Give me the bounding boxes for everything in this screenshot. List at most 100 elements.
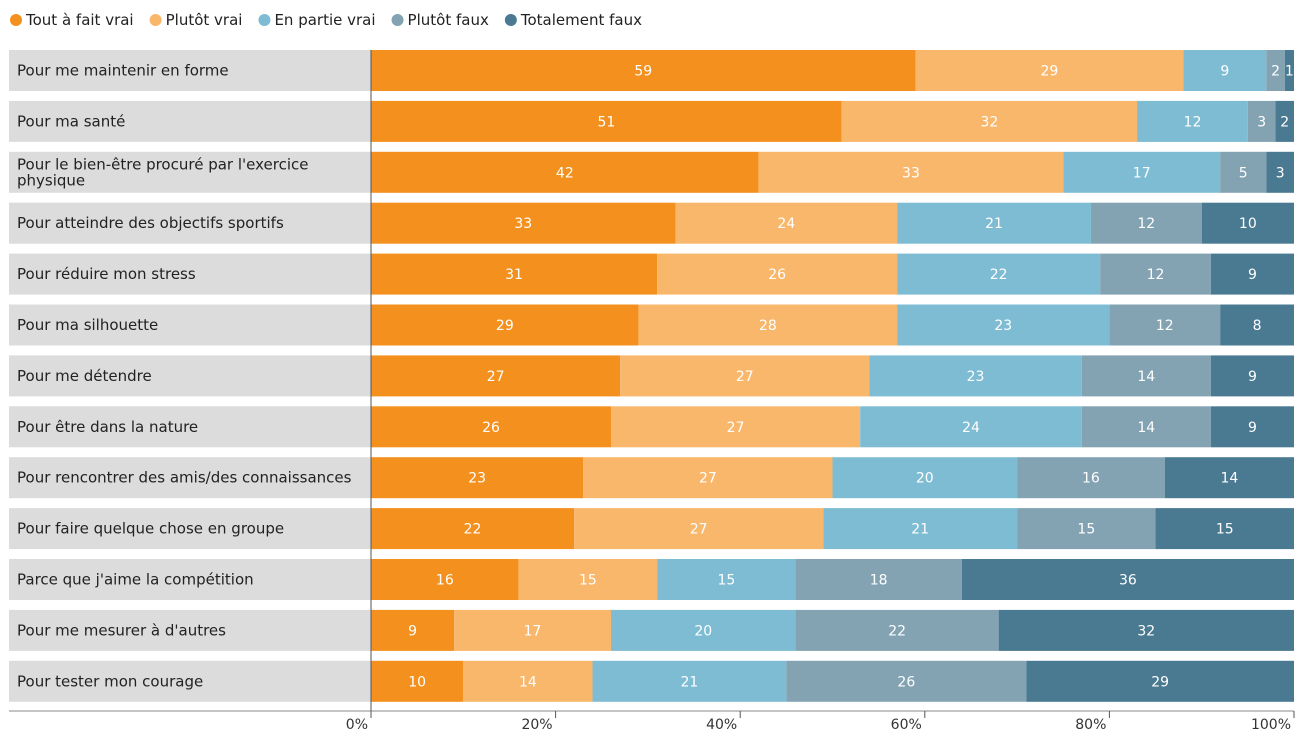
value-label: 3: [1257, 114, 1266, 130]
bar-segment: [371, 457, 584, 499]
bar-segment: [1090, 202, 1202, 244]
value-label: 24: [962, 420, 980, 436]
bar-segment: [1081, 355, 1211, 397]
value-label: 3: [1276, 165, 1285, 181]
x-tick-label: 60%: [891, 717, 922, 733]
value-label: 9: [1248, 420, 1257, 436]
value-label: 2: [1271, 64, 1280, 80]
category-background: [9, 202, 371, 244]
bar-segment: [371, 609, 455, 651]
x-tick-label: 0%: [346, 717, 368, 733]
category-label: Pour ma santé: [17, 112, 125, 130]
bar-segment: [1210, 355, 1294, 397]
value-label: 27: [736, 369, 754, 385]
value-label: 14: [1137, 369, 1155, 385]
bar-segment: [371, 508, 575, 550]
category-label: Pour atteindre des objectifs sportifs: [17, 214, 284, 232]
bar-segment: [1137, 100, 1248, 142]
value-label: 15: [1077, 522, 1095, 538]
bar-segment: [869, 355, 1082, 397]
category-label: Pour le bien-être procuré par l'exercice…: [17, 155, 308, 189]
bar-segment: [1164, 457, 1294, 499]
category-label: Pour me mesurer à d'autres: [17, 621, 226, 639]
bar-segment: [897, 253, 1101, 295]
bar-segment: [574, 508, 824, 550]
bar-segment: [657, 253, 898, 295]
legend-label-0: Tout à fait vrai: [25, 11, 134, 29]
bar-segment: [1266, 50, 1285, 91]
value-label: 10: [408, 674, 426, 690]
category-label: Pour être dans la nature: [17, 418, 198, 436]
bar-segment: [675, 202, 898, 244]
value-label: 27: [690, 522, 708, 538]
value-label: 22: [888, 623, 906, 639]
value-label: 28: [759, 318, 777, 334]
value-label: 9: [408, 623, 417, 639]
bar-segment: [592, 660, 787, 702]
value-label: 27: [727, 420, 745, 436]
x-tick-label: 80%: [1075, 717, 1106, 733]
legend-label-3: Plutôt faux: [408, 11, 489, 29]
bar-segment: [1100, 253, 1211, 295]
value-label: 27: [699, 471, 717, 487]
value-label: 2: [1280, 114, 1289, 130]
category-label: Parce que j'aime la compétition: [17, 571, 254, 589]
bar-segment: [1247, 100, 1276, 142]
value-label: 21: [911, 522, 929, 538]
value-label: 9: [1248, 267, 1257, 283]
bar-segment: [1109, 304, 1221, 346]
bar-segment: [371, 100, 842, 142]
legend-marker-1: [149, 14, 162, 26]
category-label: Pour me détendre: [17, 367, 152, 385]
value-label: 24: [777, 216, 795, 232]
value-label: 15: [717, 573, 735, 589]
value-label: 29: [1040, 64, 1058, 80]
bar-segment: [638, 304, 898, 346]
category-label: Pour réduire mon stress: [17, 265, 196, 283]
bar-segment: [786, 660, 1027, 702]
bar-segment: [823, 508, 1018, 550]
value-label: 26: [768, 267, 786, 283]
value-label: 33: [514, 216, 532, 232]
bar-segment: [371, 559, 519, 600]
category-label: Pour rencontrer des amis/des connaissanc…: [17, 469, 352, 487]
bar-segment: [961, 559, 1294, 600]
value-label: 12: [1147, 267, 1165, 283]
value-label: 32: [1137, 623, 1155, 639]
bar-segment: [1210, 406, 1294, 448]
category-background: [9, 100, 371, 142]
bar-segment: [897, 202, 1091, 244]
legend-marker-2: [258, 14, 271, 26]
bar-segment: [371, 253, 658, 295]
bar-segment: [657, 559, 796, 600]
bar-segment: [1081, 406, 1211, 448]
category-background: [9, 151, 371, 193]
bar-segment: [1275, 100, 1294, 142]
value-label: 9: [1248, 369, 1257, 385]
bar-segment: [371, 151, 759, 193]
value-label: 20: [916, 471, 934, 487]
value-label: 12: [1137, 216, 1155, 232]
category-background: [9, 660, 371, 702]
value-label: 1: [1285, 64, 1294, 80]
bar-segment: [371, 202, 676, 244]
bar-segment: [1266, 151, 1294, 193]
bar-segment: [1026, 660, 1294, 702]
value-label: 29: [496, 318, 514, 334]
value-label: 22: [990, 267, 1008, 283]
value-label: 42: [556, 165, 574, 181]
value-label: 26: [482, 420, 500, 436]
category-background: [9, 559, 371, 600]
bar-segment: [832, 457, 1018, 499]
legend-label-4: Totalement faux: [520, 11, 642, 29]
bar-segment: [1284, 50, 1294, 91]
value-label: 33: [902, 165, 920, 181]
bar-segment: [371, 50, 916, 91]
category-label: Pour ma silhouette: [17, 316, 158, 334]
value-label: 17: [524, 623, 542, 639]
bar-segment: [371, 406, 611, 448]
bar-segment: [841, 100, 1138, 142]
bar-segment: [371, 660, 464, 702]
bar-segment: [1201, 202, 1294, 244]
